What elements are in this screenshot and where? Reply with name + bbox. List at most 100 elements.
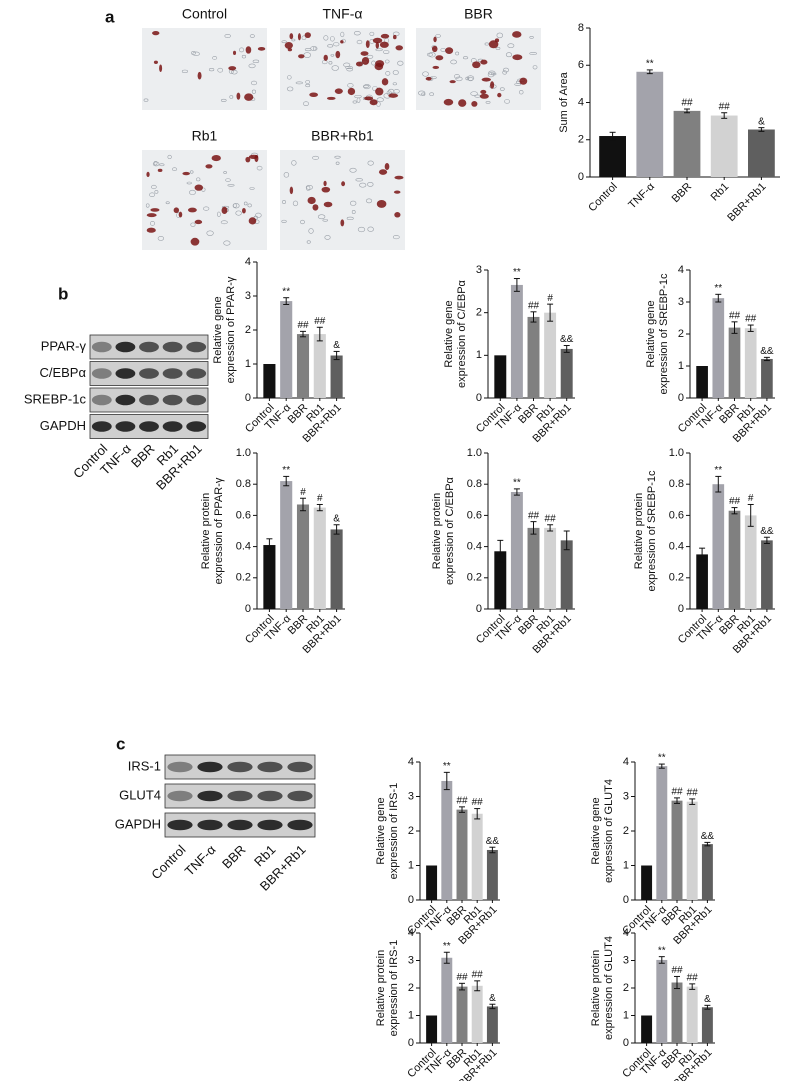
y-axis-label: expression of C/EBPα — [444, 476, 456, 584]
lipid-droplet — [512, 54, 523, 61]
y-axis-label: expression of GLUT4 — [603, 779, 615, 883]
cell-outline — [429, 92, 434, 96]
cell-outline — [322, 218, 329, 222]
x-tick-label: TNF-α — [626, 180, 657, 211]
significance-label: ** — [443, 941, 451, 952]
error-bar — [459, 982, 465, 991]
cell-outline — [385, 71, 391, 76]
cell-outline — [356, 39, 363, 45]
lipid-droplet — [334, 88, 343, 94]
blot-band — [257, 761, 283, 773]
y-tick-label: 0.2 — [669, 572, 684, 584]
bar — [456, 986, 468, 1043]
cell-outline — [152, 161, 160, 167]
bar — [486, 1006, 498, 1043]
bar — [761, 540, 773, 609]
blot-band — [167, 790, 193, 802]
error-bar — [689, 983, 696, 990]
error-bar — [747, 324, 754, 332]
lipid-droplet — [480, 59, 488, 65]
bar — [673, 110, 701, 177]
error-bar — [316, 503, 323, 512]
y-axis-label: expression of C/EBPα — [456, 279, 468, 387]
bar — [744, 328, 757, 398]
y-tick-label: 0.8 — [236, 478, 251, 490]
lipid-droplet — [376, 200, 387, 208]
blot-row-label: GAPDH — [115, 816, 161, 831]
lipid-droplet — [471, 101, 478, 107]
lipid-droplet — [494, 38, 500, 43]
cell-outline — [153, 161, 158, 166]
lipid-droplet — [287, 48, 293, 52]
blot-band — [227, 761, 253, 773]
lipid-droplet — [388, 93, 399, 98]
cell-outline — [291, 160, 297, 166]
significance-label: # — [748, 493, 754, 504]
bar — [712, 298, 725, 398]
image-label: Control — [182, 6, 227, 22]
significance-label: ## — [729, 310, 741, 321]
lipid-droplet — [355, 61, 363, 67]
cell-outline — [312, 155, 320, 160]
error-bar — [459, 806, 465, 813]
y-tick-label: 0.2 — [236, 572, 251, 584]
lipid-droplet — [341, 181, 346, 187]
y-tick-label: 2 — [245, 324, 251, 336]
lipid-droplet — [173, 207, 180, 214]
blot-band — [257, 790, 283, 802]
cell-outline — [484, 42, 490, 46]
image-label: BBR — [464, 6, 493, 22]
y-axis-label: expression of PPAR-γ — [213, 477, 225, 584]
lipid-droplet — [211, 155, 221, 162]
y-tick-label: 3 — [408, 954, 414, 966]
lipid-droplet — [182, 171, 190, 176]
blot-band — [167, 819, 193, 831]
significance-label: ## — [297, 320, 309, 331]
lipid-droplet — [228, 66, 237, 71]
significance-label: ## — [687, 788, 699, 799]
y-tick-label: 4 — [245, 256, 251, 268]
lipid-droplet — [497, 92, 502, 98]
significance-label: ## — [745, 314, 757, 325]
micrograph — [280, 150, 405, 250]
bar — [728, 510, 741, 609]
bar — [313, 507, 326, 609]
significance-label: & — [489, 993, 496, 1004]
cell-outline — [340, 31, 345, 38]
cell-outline — [346, 67, 354, 72]
cell-outline — [384, 59, 390, 64]
lipid-droplet — [378, 169, 388, 175]
bar — [330, 355, 343, 398]
blot-row-label: SREBP-1c — [24, 391, 87, 406]
cell-outline — [428, 52, 436, 58]
y-axis-label: expression of GLUT4 — [603, 936, 615, 1040]
blot-row-label: C/EBPα — [39, 365, 86, 380]
significance-label: ## — [681, 98, 693, 109]
cell-outline — [376, 97, 384, 103]
lipid-droplet — [312, 204, 319, 211]
significance-label: && — [760, 346, 774, 357]
y-tick-label: 1 — [408, 859, 414, 871]
lipid-droplet — [443, 98, 454, 106]
cell-outline — [239, 47, 245, 53]
cell-outline — [291, 38, 296, 42]
cell-outline — [357, 226, 366, 233]
image-label: BBR+Rb1 — [311, 128, 374, 144]
lipid-droplet — [431, 45, 438, 53]
lipid-droplet — [236, 92, 241, 100]
bar — [712, 484, 725, 609]
error-bar — [530, 311, 537, 323]
error-bar — [333, 524, 340, 535]
y-axis-label: Relative gene — [590, 797, 602, 864]
blot-band — [186, 341, 207, 353]
cell-outline — [149, 192, 156, 197]
blot-row-label: PPAR-γ — [41, 338, 87, 353]
y-tick-label: 3 — [623, 954, 629, 966]
y-tick-label: 0 — [245, 603, 251, 615]
cell-outline — [418, 90, 426, 96]
cell-outline — [491, 72, 497, 76]
cell-outline — [305, 79, 310, 84]
bar — [696, 554, 708, 609]
blot-band — [186, 368, 207, 379]
bar — [656, 766, 668, 900]
